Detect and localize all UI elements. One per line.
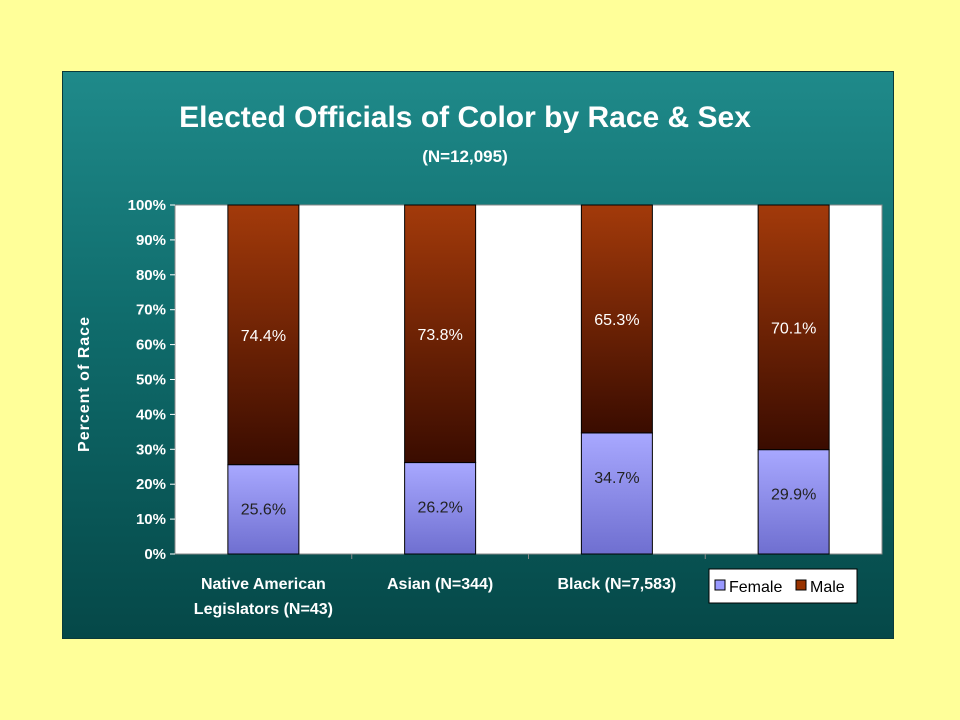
y-tick-label: 30% [136,441,166,458]
y-tick-label: 60% [136,337,166,354]
y-tick-label: 20% [136,476,166,493]
bar-female [757,449,830,555]
legend-swatch-male [795,579,807,591]
legend-swatch-female [714,579,726,591]
data-label-female: 34.7% [594,470,639,487]
bar-female [227,464,300,555]
chart-subtitle: (N=12,095) [422,147,508,166]
data-label-male: 73.8% [417,327,462,344]
legend-label-male: Male [810,579,845,596]
x-axis-categories: Native American Legislators (N=43) Asian (… [194,576,676,618]
y-tick-label: 80% [136,267,166,284]
data-labels: 25.6% 74.4% 26.2% 73.8% 34.7% 65.3% 29.9% 70.1% [241,312,817,519]
data-label-male: 74.4% [241,328,286,345]
y-tick-label: 90% [136,232,166,249]
data-label-male: 70.1% [771,320,816,337]
y-tick-label: 40% [136,406,166,423]
category-label: Black (N=7,583) [558,576,677,593]
y-tick-label: 50% [136,372,166,389]
legend-label-female: Female [729,579,782,596]
chart-panel: Elected Officials of Color by Race & Sex… [62,71,894,639]
bars [227,204,830,555]
y-axis-label: Percent of Race [76,316,93,452]
bar-male [580,204,653,434]
bar-male [757,204,830,451]
data-label-female: 26.2% [417,500,462,517]
y-tick-label: 10% [136,511,166,528]
y-axis-ticks: 0% 10% 20% 30% 40% 50% 60% 70% 80% 90% 100% [128,197,706,563]
category-label: Asian (N=344) [387,576,493,593]
chart-svg: Elected Officials of Color by Race & Sex… [76,101,883,618]
y-tick-label: 0% [144,546,166,563]
bar-female [404,462,477,555]
data-label-female: 25.6% [241,502,286,519]
category-label: Legislators (N=43) [194,601,333,618]
y-tick-label: 70% [136,302,166,319]
legend: Female Male [708,568,858,604]
y-tick-label: 100% [128,197,166,214]
legend-box [708,568,858,604]
data-label-male: 65.3% [594,312,639,329]
bar-male [404,204,477,464]
bar-male [227,204,300,466]
chart-title: Elected Officials of Color by Race & Sex [179,101,751,134]
category-label: Native American [201,576,326,593]
bar-female [580,432,653,555]
data-label-female: 29.9% [771,487,816,504]
